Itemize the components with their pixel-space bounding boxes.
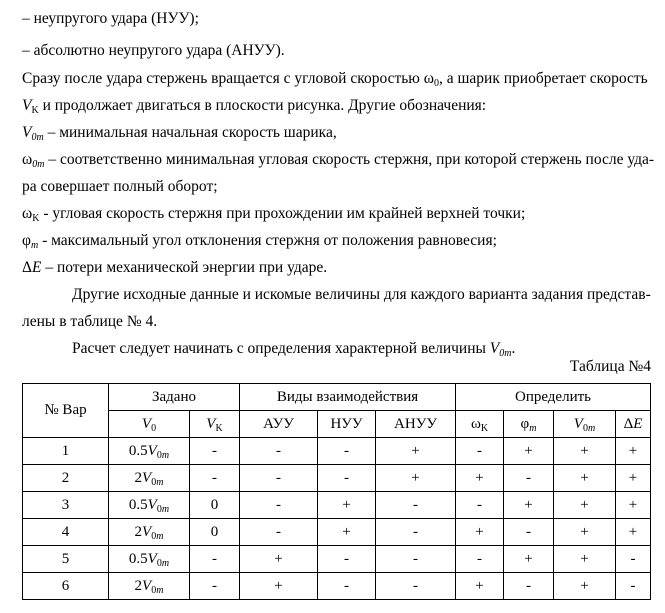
table-cell: - bbox=[503, 518, 554, 546]
table-cell: 0 bbox=[189, 491, 240, 519]
subheader-cell: НУУ bbox=[317, 410, 376, 438]
table-cell: 6 bbox=[22, 572, 109, 600]
table-cell: + bbox=[553, 518, 616, 546]
table-cell: - bbox=[317, 572, 376, 600]
table-cell: - bbox=[189, 572, 240, 600]
text-line: Расчет следует начинать с определения ха… bbox=[72, 340, 516, 359]
table-cell: - bbox=[189, 464, 240, 492]
header-given: Задано bbox=[108, 383, 240, 411]
table-cell: + bbox=[615, 437, 651, 465]
table-cell: + bbox=[553, 437, 616, 465]
text-line: Другие исходные данные и искомые величин… bbox=[72, 286, 651, 303]
table-cell: - bbox=[189, 545, 240, 573]
table-cell: + bbox=[239, 572, 318, 600]
subheader-cell: V0 bbox=[108, 410, 190, 438]
text-line: ωK - угловая скорость стержня при прохож… bbox=[22, 205, 526, 224]
text-line: ра совершает полный оборот; bbox=[22, 178, 218, 195]
subheader-cell: φm bbox=[503, 410, 554, 438]
table-cell: + bbox=[553, 491, 616, 519]
table-cell: 2V0m bbox=[108, 572, 190, 600]
header-find: Определить bbox=[455, 383, 651, 411]
table-cell: 0.5V0m bbox=[108, 437, 190, 465]
table-cell: + bbox=[317, 518, 376, 546]
table-cell: + bbox=[455, 518, 504, 546]
table-cell: 2 bbox=[22, 464, 109, 492]
table-cell: - bbox=[239, 464, 318, 492]
table-row: 5 0.5V0m - + - - - + + - bbox=[22, 545, 651, 573]
table-cell: + bbox=[615, 491, 651, 519]
subheader-cell: АУУ bbox=[239, 410, 318, 438]
text-line: ω0m – соответственно минимальная угловая… bbox=[22, 151, 655, 170]
subheader-cell: АНУУ bbox=[375, 410, 456, 438]
subheader-cell: VK bbox=[189, 410, 240, 438]
table-cell: 0 bbox=[189, 518, 240, 546]
table-cell: 0.5V0m bbox=[108, 545, 190, 573]
text-line: V0m – минимальная начальная скорость шар… bbox=[22, 124, 337, 143]
subheader-cell: V0m bbox=[553, 410, 616, 438]
table-cell: 1 bbox=[22, 437, 109, 465]
table-cell: + bbox=[317, 491, 376, 519]
subheader-cell: ΔE bbox=[615, 410, 651, 438]
table-cell: + bbox=[553, 572, 616, 600]
text-line: ΔE – потери механической энергии при уда… bbox=[22, 259, 328, 276]
table-cell: - bbox=[239, 437, 318, 465]
table-cell: - bbox=[375, 518, 456, 546]
table-cell: + bbox=[455, 464, 504, 492]
table-cell: + bbox=[503, 545, 554, 573]
table-row: 4 2V0m 0- + - + - + + bbox=[22, 518, 651, 546]
header-interaction-types: Виды взаимодействия bbox=[239, 383, 456, 411]
table-cell: + bbox=[615, 464, 651, 492]
table-cell: 3 bbox=[22, 491, 109, 519]
table-cell: 0.5V0m bbox=[108, 491, 190, 519]
table-cell: - bbox=[375, 545, 456, 573]
table-row: 2 2V0m - - - + + - + + bbox=[22, 464, 651, 492]
table-cell: 2V0m bbox=[108, 464, 190, 492]
subheader-cell: ωK bbox=[455, 410, 504, 438]
table-row: 6 2V0m - + - - + - + - bbox=[22, 572, 651, 600]
table-row: 1 0.5V0m - - - + - + + + bbox=[22, 437, 651, 465]
table-cell: + bbox=[375, 437, 456, 465]
table-cell: + bbox=[503, 437, 554, 465]
table-cell: - bbox=[375, 572, 456, 600]
variants-table: № Вар Задано Виды взаимодействия Определ… bbox=[22, 383, 651, 600]
header-variant: № Вар bbox=[22, 383, 109, 438]
text-line: Сразу после удара стержень вращается с у… bbox=[22, 70, 648, 89]
table-cell: + bbox=[455, 572, 504, 600]
table-cell: + bbox=[503, 491, 554, 519]
text-line: – абсолютно неупругого удара (АНУУ). bbox=[22, 42, 285, 59]
table-caption: Таблица №4 bbox=[569, 358, 651, 375]
table-cell: + bbox=[239, 545, 318, 573]
text-line: φm - максимальный угол отклонения стержн… bbox=[22, 232, 497, 251]
table-cell: - bbox=[615, 545, 651, 573]
table-cell: 2V0m bbox=[108, 518, 190, 546]
table-cell: - bbox=[615, 572, 651, 600]
table-cell: - bbox=[189, 437, 240, 465]
table-cell: - bbox=[455, 437, 504, 465]
table-cell: - bbox=[375, 491, 456, 519]
text-line: VK и продолжает двигаться в плоскости ри… bbox=[22, 97, 487, 116]
table-cell: - bbox=[503, 464, 554, 492]
table-cell: + bbox=[375, 464, 456, 492]
table-cell: - bbox=[503, 572, 554, 600]
table-cell: - bbox=[455, 545, 504, 573]
table-cell: - bbox=[455, 491, 504, 519]
table-cell: + bbox=[615, 518, 651, 546]
table-cell: + bbox=[553, 464, 616, 492]
table-cell: - bbox=[239, 518, 318, 546]
text-line: – неупругого удара (НУУ); bbox=[22, 10, 199, 27]
table-cell: - bbox=[317, 545, 376, 573]
table-row: 3 0.5V0m 0- + - - + + + bbox=[22, 491, 651, 519]
table-cell: - bbox=[317, 437, 376, 465]
table-cell: 5 bbox=[22, 545, 109, 573]
text-line: лены в таблице № 4. bbox=[22, 313, 158, 330]
table-cell: - bbox=[239, 491, 318, 519]
table-cell: - bbox=[317, 464, 376, 492]
table-cell: 4 bbox=[22, 518, 109, 546]
table-cell: + bbox=[553, 545, 616, 573]
